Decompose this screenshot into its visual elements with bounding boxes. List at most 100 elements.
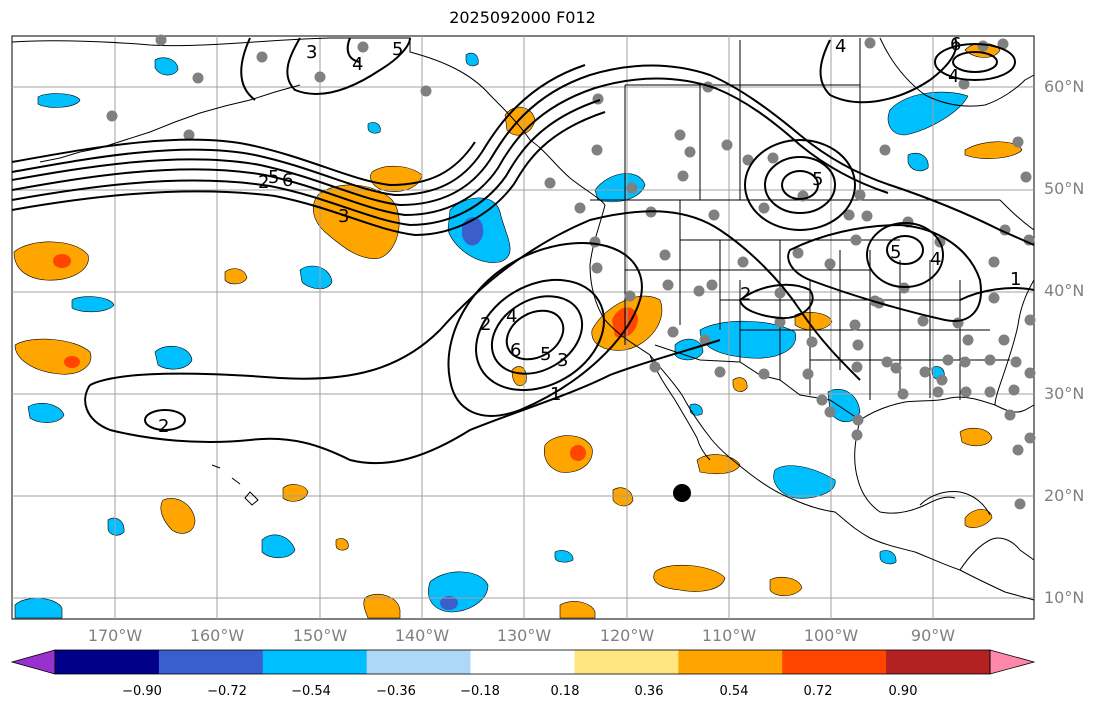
negative-anomaly [154,345,193,370]
colorbar-frame [54,649,991,675]
station-dot [824,406,836,418]
positive-anomaly [13,241,89,281]
contour-line [286,37,411,95]
station-dot [1024,432,1036,444]
station-dot [962,334,974,346]
station-dot [758,202,770,214]
coastline-yucatan [919,491,991,516]
colorbar-tick: 0.36 [634,684,664,699]
coastline-baja [649,354,711,461]
negative-anomaly [37,93,81,108]
positive-anomaly [160,498,196,534]
contour-label: 2 [158,416,169,437]
contour-line [886,235,924,265]
station-dot [742,154,754,166]
contour-line [11,64,586,197]
station-dot [774,316,786,328]
negative-anomaly [465,52,479,67]
storm-center-marker [673,484,691,502]
station-dot [106,110,118,122]
station-dot [1024,367,1036,379]
station-dot [851,361,863,373]
station-dot [881,356,893,368]
contour-line [84,339,721,465]
negative-anomaly [827,389,861,423]
contour-label: 5 [890,242,901,263]
positive-anomaly [53,254,71,268]
positive-anomaly [769,576,803,597]
positive-anomaly [559,601,596,619]
positive-anomaly [282,484,309,502]
colorbar-tick: 0.72 [803,684,833,699]
positive-anomaly [543,435,593,473]
station-dot [591,144,603,156]
station-dot [737,256,749,268]
station-dot [693,285,705,297]
station-dot [758,368,770,380]
contour-label: 3 [557,350,568,371]
graticule [12,36,1034,619]
positive-anomaly [964,141,1023,159]
station-dot [1024,314,1036,326]
negative-anomaly [440,596,458,610]
hawaii [231,477,241,485]
station-dot [898,282,910,294]
colorbar [10,649,1036,675]
lat-label-10: 10°N [1044,588,1085,607]
positive-anomaly [964,509,993,528]
negative-anomaly [879,550,897,565]
station-dot [959,356,971,368]
negative-anomaly [689,403,703,416]
station-dot [984,354,996,366]
station-dot [714,366,726,378]
positive-anomaly [64,356,80,368]
contour-labels: 2 5 6 3 3 4 5 2 4 6 5 3 1 2 2 5 5 4 4 4 … [158,34,1021,437]
station-dot [589,236,601,248]
contour-label: 5 [268,167,279,188]
contour-line [447,242,643,417]
map-title: 2025092000 F012 [449,8,596,27]
coastline-alaska [11,37,606,206]
negative-anomaly [154,57,179,76]
contour-label: 2 [258,172,269,193]
station-dot [624,290,636,302]
positive-anomaly [363,594,401,619]
colorbar-tick: −0.72 [207,684,247,699]
lon-label-100: 100°W [803,626,859,645]
station-dot [997,38,1009,50]
station-dot [706,279,718,291]
station-dot [699,334,711,346]
station-dot [192,72,204,84]
station-dot [806,336,818,348]
contour-line [11,99,601,227]
colorbar-segment [574,650,679,674]
station-dot [659,249,671,261]
station-dot [802,368,814,380]
station-dot [824,258,836,270]
station-dot [960,386,972,398]
station-dot [708,209,720,221]
colorbar-tick: −0.90 [122,684,162,699]
contour-line [89,210,861,386]
station-dot [667,326,679,338]
station-dot [988,292,1000,304]
lat-label-30: 30°N [1044,384,1085,403]
negative-anomaly [773,465,836,499]
lat-label-20: 20°N [1044,486,1085,505]
contour-label: 5 [392,39,403,60]
station-dot [1004,409,1016,421]
contour-line [490,295,584,375]
station-dot [677,170,689,182]
station-dot [917,315,929,327]
station-dot [774,287,786,299]
contour-line [959,287,1035,301]
station-dot [977,40,989,52]
station-dot [919,366,931,378]
station-dot [674,129,686,141]
lon-label-150: 150°W [292,626,348,645]
station-dot [1012,136,1024,148]
station-dot [851,429,863,441]
colorbar-segment [262,650,368,674]
positive-anomaly [612,487,634,507]
coastline-gulf [859,396,1035,421]
